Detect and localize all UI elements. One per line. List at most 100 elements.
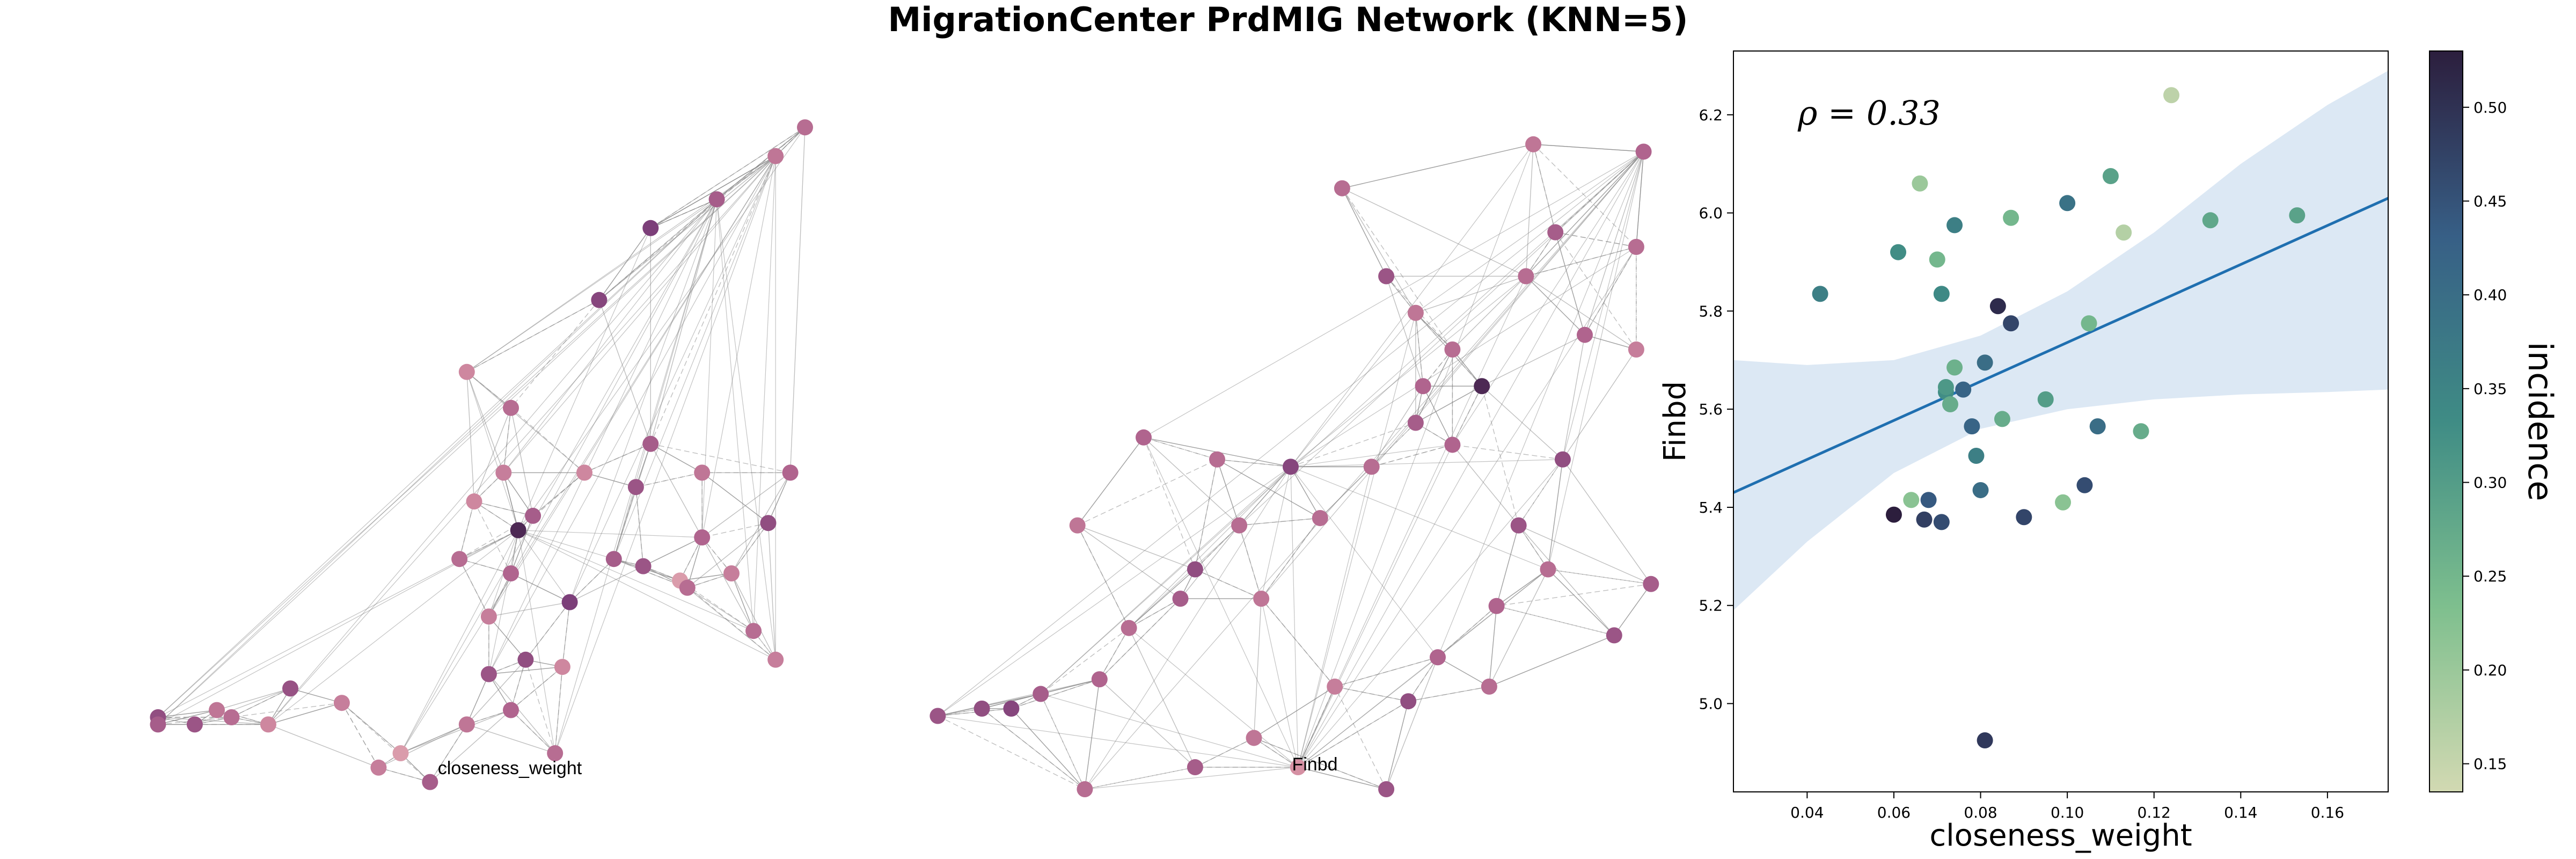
scatter-point — [1994, 411, 2010, 427]
network-edge — [1254, 686, 1335, 739]
network-edge — [525, 602, 570, 660]
network-panel-finbd: Finbd — [930, 136, 1659, 797]
network-nodes — [150, 119, 813, 790]
scatter-point — [1955, 381, 1972, 398]
network-edge — [1099, 679, 1196, 768]
network-edge — [650, 443, 702, 538]
network-edge — [503, 472, 533, 516]
network-node — [370, 759, 387, 776]
network-edge — [1533, 144, 1556, 232]
network-edge — [510, 407, 533, 516]
network-edge — [466, 372, 511, 409]
network-edge — [1636, 151, 1644, 247]
network-edge — [400, 709, 511, 754]
network-edge — [1290, 246, 1637, 467]
network-node — [1378, 268, 1395, 285]
network-edge — [1084, 679, 1100, 790]
network-edge — [1533, 144, 1637, 247]
network-edge — [194, 688, 291, 725]
scatter-point — [1912, 175, 1928, 192]
network-edge — [1099, 628, 1130, 680]
network-edge — [378, 767, 430, 783]
scatter-point — [1972, 482, 1989, 498]
network-edge — [1415, 312, 1453, 350]
x-tick-label: 0.06 — [1877, 804, 1911, 821]
network-edge — [1342, 188, 1416, 314]
scatter-point — [1916, 511, 1933, 528]
network-node — [503, 399, 519, 416]
network-edge — [613, 443, 651, 559]
network-edge — [731, 573, 776, 660]
network-edge — [1496, 606, 1614, 636]
network-edge — [466, 674, 489, 725]
network-edge — [1489, 635, 1615, 687]
network-edge — [938, 151, 1644, 716]
network-edge — [1562, 349, 1637, 460]
network-edge — [474, 501, 533, 516]
scatter-point — [1946, 217, 1963, 234]
network-edge — [518, 530, 555, 754]
network-edge — [1525, 144, 1534, 276]
network-edge — [938, 708, 1012, 717]
network-node — [1481, 678, 1497, 695]
network-edge — [1555, 151, 1644, 233]
network-edge — [1437, 569, 1548, 658]
network-edge — [341, 702, 379, 768]
network-node — [495, 464, 512, 481]
network-edge — [488, 616, 526, 660]
network-edge — [1526, 275, 1637, 350]
network-node — [1577, 326, 1593, 343]
network-edge — [1518, 459, 1563, 526]
network-edge — [1077, 525, 1196, 570]
network-edge — [231, 717, 269, 725]
network-edge — [702, 522, 769, 538]
network-edge — [716, 199, 776, 660]
network-node — [503, 565, 519, 581]
network-edge — [1386, 276, 1453, 350]
network-edge — [488, 666, 562, 675]
network-edges — [938, 144, 1651, 790]
network-node — [1187, 561, 1203, 578]
network-node — [782, 464, 799, 481]
network-node — [480, 666, 497, 682]
scatter-point — [1920, 492, 1937, 508]
scatter-panel: 0.04 0.06 0.08 0.10 0.12 0.14 0.16 5.05.25.45.… — [1658, 50, 2389, 853]
network-node — [760, 515, 777, 532]
network-node — [1136, 429, 1152, 446]
network-node — [525, 507, 541, 524]
network-edge — [473, 501, 511, 574]
network-node — [1363, 458, 1380, 475]
network-node — [466, 493, 482, 509]
colorbar-tick-label: 0.45 — [2473, 192, 2507, 210]
scatter-point — [1812, 286, 1828, 302]
network-node — [1327, 678, 1343, 695]
network-edge — [1261, 598, 1335, 687]
x-tick-label: 0.16 — [2311, 804, 2344, 821]
network-edge — [1452, 151, 1644, 445]
scatter-point — [2202, 212, 2219, 229]
y-tick-label: 5.2 — [1699, 597, 1723, 615]
network-edge — [1084, 151, 1644, 790]
network-edge — [158, 709, 217, 725]
network-edge — [1555, 232, 1585, 335]
network-node — [591, 292, 608, 308]
y-tick-label: 5.8 — [1699, 302, 1723, 320]
network-edge — [1253, 599, 1262, 738]
network-edge — [679, 537, 702, 581]
network-edge — [1584, 151, 1644, 335]
network-edge — [1489, 606, 1497, 687]
network-node — [1033, 686, 1049, 702]
network-node — [679, 579, 696, 596]
network-edge — [716, 156, 776, 200]
network-node — [503, 702, 519, 718]
colorbar-ticks: 0.15 0.20 0.25 0.30 0.35 0.40 0.45 0.50 — [2463, 99, 2507, 773]
network-edge — [1335, 686, 1409, 702]
network-edge — [510, 300, 599, 409]
network-node — [458, 363, 475, 380]
network-edge — [1298, 569, 1548, 768]
network-edge — [157, 156, 776, 725]
network-node — [1121, 620, 1137, 636]
network-node — [1510, 517, 1527, 534]
network-edge — [1298, 246, 1637, 768]
network-edge — [510, 407, 585, 473]
